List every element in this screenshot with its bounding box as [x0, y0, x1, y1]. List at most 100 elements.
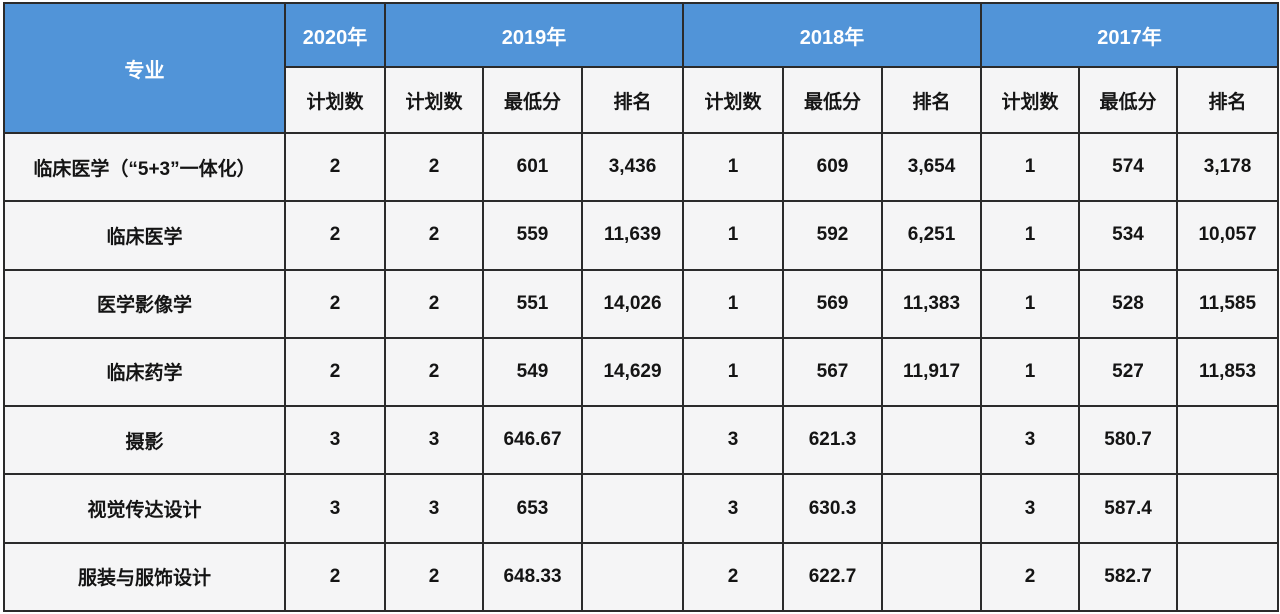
major-name: 医学影像学	[3, 268, 286, 339]
cell-2017-rank: 11,585	[1176, 268, 1280, 339]
cell-2019-rank: 14,629	[580, 336, 685, 408]
cell-2019-minscore: 648.33	[482, 541, 583, 613]
cell-2018-rank: 11,383	[881, 268, 983, 339]
cell-2019-rank	[580, 473, 685, 544]
cell-2017-plan: 3	[980, 473, 1081, 544]
year-header-2019: 2019年	[383, 2, 685, 68]
cell-2017-minscore: 534	[1078, 200, 1179, 271]
cell-2017-plan: 2	[980, 541, 1081, 613]
cell-2017-minscore: 587.4	[1078, 473, 1179, 544]
cell-2017-plan: 3	[980, 405, 1081, 476]
table-row: 视觉传达设计 3 3 653 3 630.3 3 587.4	[3, 473, 1280, 544]
cell-2020-plan: 2	[284, 268, 386, 339]
sub-header-2020-plan: 计划数	[284, 66, 386, 134]
sub-header-2019-rank: 排名	[580, 66, 685, 134]
major-name: 临床药学	[3, 336, 286, 408]
major-name: 视觉传达设计	[3, 473, 286, 544]
cell-2018-minscore: 567	[782, 336, 884, 408]
cell-2017-plan: 1	[980, 200, 1081, 271]
cell-2020-plan: 2	[284, 541, 386, 613]
cell-2017-rank: 10,057	[1176, 200, 1280, 271]
cell-2019-plan: 2	[384, 541, 484, 613]
table-row: 摄影 3 3 646.67 3 621.3 3 580.7	[3, 405, 1280, 476]
sub-header-2017-rank: 排名	[1176, 66, 1280, 134]
admission-score-table: 专业 2020年 2019年 2018年 2017年 计划数 计划数 最低分 排…	[3, 2, 1280, 613]
cell-2018-plan: 3	[682, 473, 785, 544]
cell-2018-rank	[881, 541, 983, 613]
cell-2020-plan: 2	[284, 200, 386, 271]
sub-header-row: 计划数 计划数 最低分 排名 计划数 最低分 排名 计划数 最低分 排名	[4, 66, 1280, 134]
cell-2019-minscore: 601	[482, 131, 583, 203]
year-header-row: 专业 2020年 2019年 2018年 2017年	[3, 2, 1280, 134]
cell-2019-minscore: 551	[482, 268, 583, 339]
sub-header-2019-plan: 计划数	[384, 66, 484, 134]
cell-2017-rank: 3,178	[1176, 131, 1280, 203]
cell-2018-minscore: 621.3	[782, 405, 884, 476]
cell-2017-minscore: 527	[1078, 336, 1179, 408]
cell-2018-minscore: 622.7	[782, 541, 884, 613]
cell-2019-rank: 11,639	[580, 200, 685, 271]
cell-2018-rank: 3,654	[881, 131, 983, 203]
cell-2019-plan: 2	[384, 131, 484, 203]
cell-2017-rank	[1176, 541, 1280, 613]
cell-2017-minscore: 574	[1078, 131, 1179, 203]
table-row: 医学影像学 2 2 551 14,026 1 569 11,383 1 528 …	[3, 268, 1280, 339]
table-row: 临床药学 2 2 549 14,629 1 567 11,917 1 527 1…	[3, 336, 1280, 408]
major-name: 摄影	[3, 405, 286, 476]
sub-header-2017-minscore: 最低分	[1078, 66, 1179, 134]
cell-2019-rank	[580, 541, 685, 613]
cell-2018-plan: 3	[682, 405, 785, 476]
cell-2020-plan: 2	[284, 131, 386, 203]
cell-2018-rank	[881, 473, 983, 544]
cell-2018-plan: 2	[682, 541, 785, 613]
table-row: 服装与服饰设计 2 2 648.33 2 622.7 2 582.7	[3, 541, 1280, 613]
table-row: 临床医学 2 2 559 11,639 1 592 6,251 1 534 10…	[3, 200, 1280, 271]
cell-2019-plan: 2	[384, 336, 484, 408]
cell-2017-plan: 1	[980, 268, 1081, 339]
cell-2017-rank	[1176, 473, 1280, 544]
major-name: 临床医学	[3, 200, 286, 271]
sub-header-2019-minscore: 最低分	[482, 66, 583, 134]
cell-2018-minscore: 609	[782, 131, 884, 203]
cell-2019-plan: 2	[384, 268, 484, 339]
cell-2020-plan: 3	[284, 473, 386, 544]
cell-2018-minscore: 569	[782, 268, 884, 339]
cell-2019-rank: 3,436	[580, 131, 685, 203]
cell-2019-minscore: 653	[482, 473, 583, 544]
cell-2018-rank: 6,251	[881, 200, 983, 271]
cell-2017-minscore: 528	[1078, 268, 1179, 339]
cell-2019-plan: 3	[384, 473, 484, 544]
cell-2019-plan: 3	[384, 405, 484, 476]
cell-2019-plan: 2	[384, 200, 484, 271]
cell-2020-plan: 3	[284, 405, 386, 476]
cell-2019-minscore: 559	[482, 200, 583, 271]
major-name: 服装与服饰设计	[3, 541, 286, 613]
cell-2019-minscore: 646.67	[482, 405, 583, 476]
sub-header-2018-plan: 计划数	[682, 66, 785, 134]
cell-2018-minscore: 592	[782, 200, 884, 271]
cell-2017-plan: 1	[980, 336, 1081, 408]
cell-2018-minscore: 630.3	[782, 473, 884, 544]
cell-2018-rank: 11,917	[881, 336, 983, 408]
cell-2019-rank: 14,026	[580, 268, 685, 339]
year-header-2020: 2020年	[284, 2, 386, 68]
cell-2018-plan: 1	[682, 131, 785, 203]
sub-header-2017-plan: 计划数	[980, 66, 1081, 134]
year-header-2017: 2017年	[980, 2, 1280, 68]
table-row: 临床医学（“5+3”一体化） 2 2 601 3,436 1 609 3,654…	[3, 131, 1280, 203]
major-name: 临床医学（“5+3”一体化）	[3, 131, 286, 203]
cell-2017-minscore: 580.7	[1078, 405, 1179, 476]
year-header-2018: 2018年	[682, 2, 983, 68]
cell-2017-minscore: 582.7	[1078, 541, 1179, 613]
sub-header-2018-minscore: 最低分	[782, 66, 884, 134]
cell-2017-plan: 1	[980, 131, 1081, 203]
cell-2019-rank	[580, 405, 685, 476]
cell-2019-minscore: 549	[482, 336, 583, 408]
cell-2018-plan: 1	[682, 268, 785, 339]
cell-2020-plan: 2	[284, 336, 386, 408]
cell-2018-plan: 1	[682, 336, 785, 408]
cell-2018-plan: 1	[682, 200, 785, 271]
cell-2017-rank	[1176, 405, 1280, 476]
cell-2018-rank	[881, 405, 983, 476]
